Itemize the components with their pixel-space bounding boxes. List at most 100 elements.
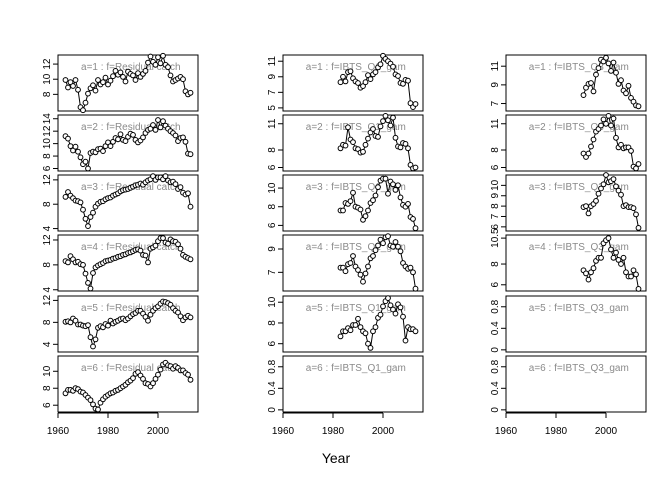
panel-label: a=1 : f=IBTS_Q1_gam xyxy=(306,62,406,73)
data-point xyxy=(77,154,84,161)
data-point xyxy=(172,132,179,139)
data-point xyxy=(613,249,619,256)
x-tick-label: 2000 xyxy=(595,426,618,437)
data-point xyxy=(603,172,609,178)
data-point xyxy=(390,63,396,70)
data-point xyxy=(380,303,386,310)
data-point xyxy=(387,122,394,129)
data-point xyxy=(623,269,629,276)
data-point xyxy=(80,107,86,114)
y-tick-label: 0.8 xyxy=(490,299,501,313)
data-point xyxy=(360,83,366,89)
y-tick-label: 14 xyxy=(42,113,53,125)
panel-c3-r4: 6 8 10.5 a=4 : f=IBTS_Q3_gam xyxy=(490,228,647,292)
data-point xyxy=(585,210,592,217)
data-point xyxy=(92,336,99,343)
data-point xyxy=(377,123,384,130)
data-point xyxy=(370,328,376,335)
data-point xyxy=(365,340,371,347)
panel-c2-r1: 5 7 9 11 a=1 : f=IBTS_Q1_gam xyxy=(267,52,424,112)
panel-label: a=2 : f=IBTS_Q1_gam xyxy=(306,122,406,133)
data-point xyxy=(397,144,404,151)
y-tick-label: 7 xyxy=(267,269,278,275)
data-point xyxy=(150,122,156,128)
data-point xyxy=(107,77,114,84)
data-point xyxy=(130,132,136,138)
data-point xyxy=(385,295,391,302)
data-point xyxy=(177,184,184,191)
data-point xyxy=(390,181,396,188)
data-point xyxy=(410,269,416,276)
data-point xyxy=(372,324,379,331)
data-point xyxy=(402,141,409,147)
data-point xyxy=(157,366,164,373)
y-tick-label: 0.8 xyxy=(490,359,501,373)
data-point xyxy=(613,183,619,190)
data-point xyxy=(588,269,594,276)
data-point xyxy=(605,113,612,119)
panel-frame xyxy=(505,114,647,172)
data-point xyxy=(115,136,121,143)
data-point xyxy=(598,122,604,129)
data-point xyxy=(130,72,136,79)
data-point xyxy=(65,259,71,266)
data-point xyxy=(355,80,361,86)
data-point xyxy=(392,134,399,141)
data-point xyxy=(608,122,614,129)
data-point xyxy=(367,76,374,82)
y-tick-label: 8 xyxy=(490,203,501,209)
data-point xyxy=(145,59,151,66)
panel-frame xyxy=(57,114,199,172)
data-point xyxy=(412,164,419,171)
y-tick-label: 11 xyxy=(490,61,501,72)
data-point xyxy=(357,324,364,331)
data-point xyxy=(187,314,194,321)
data-point xyxy=(85,223,91,230)
panel-c3-r1: 7 9 11 a=1 : f=IBTS_Q3_gam xyxy=(490,54,647,112)
data-point xyxy=(618,191,624,198)
data-point xyxy=(588,80,594,86)
y-tick-label: 8 xyxy=(42,319,53,325)
panel-frame xyxy=(282,355,424,413)
panel-label: a=4 : f=Residual catch xyxy=(81,242,181,253)
data-point xyxy=(342,78,349,85)
panel-frame xyxy=(282,54,424,112)
data-point xyxy=(628,273,634,280)
data-point xyxy=(595,190,602,197)
data-point xyxy=(400,313,406,320)
data-point xyxy=(610,59,617,66)
data-point xyxy=(90,401,96,408)
data-point xyxy=(623,90,629,97)
y-tick-label: 10 xyxy=(42,73,53,85)
data-point xyxy=(412,225,419,232)
x-tick-label: 2000 xyxy=(372,426,395,437)
data-point xyxy=(615,257,622,263)
data-point xyxy=(100,79,106,86)
data-point xyxy=(187,256,194,263)
data-point xyxy=(185,371,191,378)
panel-c1-r6: 6 8 10 a=6 : f=Residual catch xyxy=(42,355,199,413)
data-point xyxy=(405,145,411,152)
panel-frame xyxy=(57,295,199,353)
data-point xyxy=(590,88,597,95)
y-tick-label: 0 xyxy=(490,407,501,413)
data-point xyxy=(80,206,86,213)
y-tick-label: 8 xyxy=(42,91,53,97)
panel-frame xyxy=(57,174,199,232)
x-axis-col3: 1960 1980 2000 xyxy=(495,412,618,437)
data-point xyxy=(142,252,149,259)
y-tick-label: 0 xyxy=(490,347,501,353)
panel-frame xyxy=(282,234,424,292)
panel-label: a=3 : f=IBTS_Q1_gam xyxy=(306,182,406,193)
data-point xyxy=(635,103,642,110)
data-point xyxy=(82,270,89,277)
panel-c2-r6: 0 0.4 0.8 a=6 : f=IBTS_Q1_gam xyxy=(267,355,424,413)
x-tick-label: 1980 xyxy=(322,426,345,437)
data-point xyxy=(593,198,599,204)
y-tick-label: 0 xyxy=(267,407,278,413)
y-tick-label: 12 xyxy=(42,58,53,70)
data-point xyxy=(372,247,379,254)
y-tick-label: 9 xyxy=(267,74,278,80)
y-tick-label: 0.4 xyxy=(490,381,501,395)
